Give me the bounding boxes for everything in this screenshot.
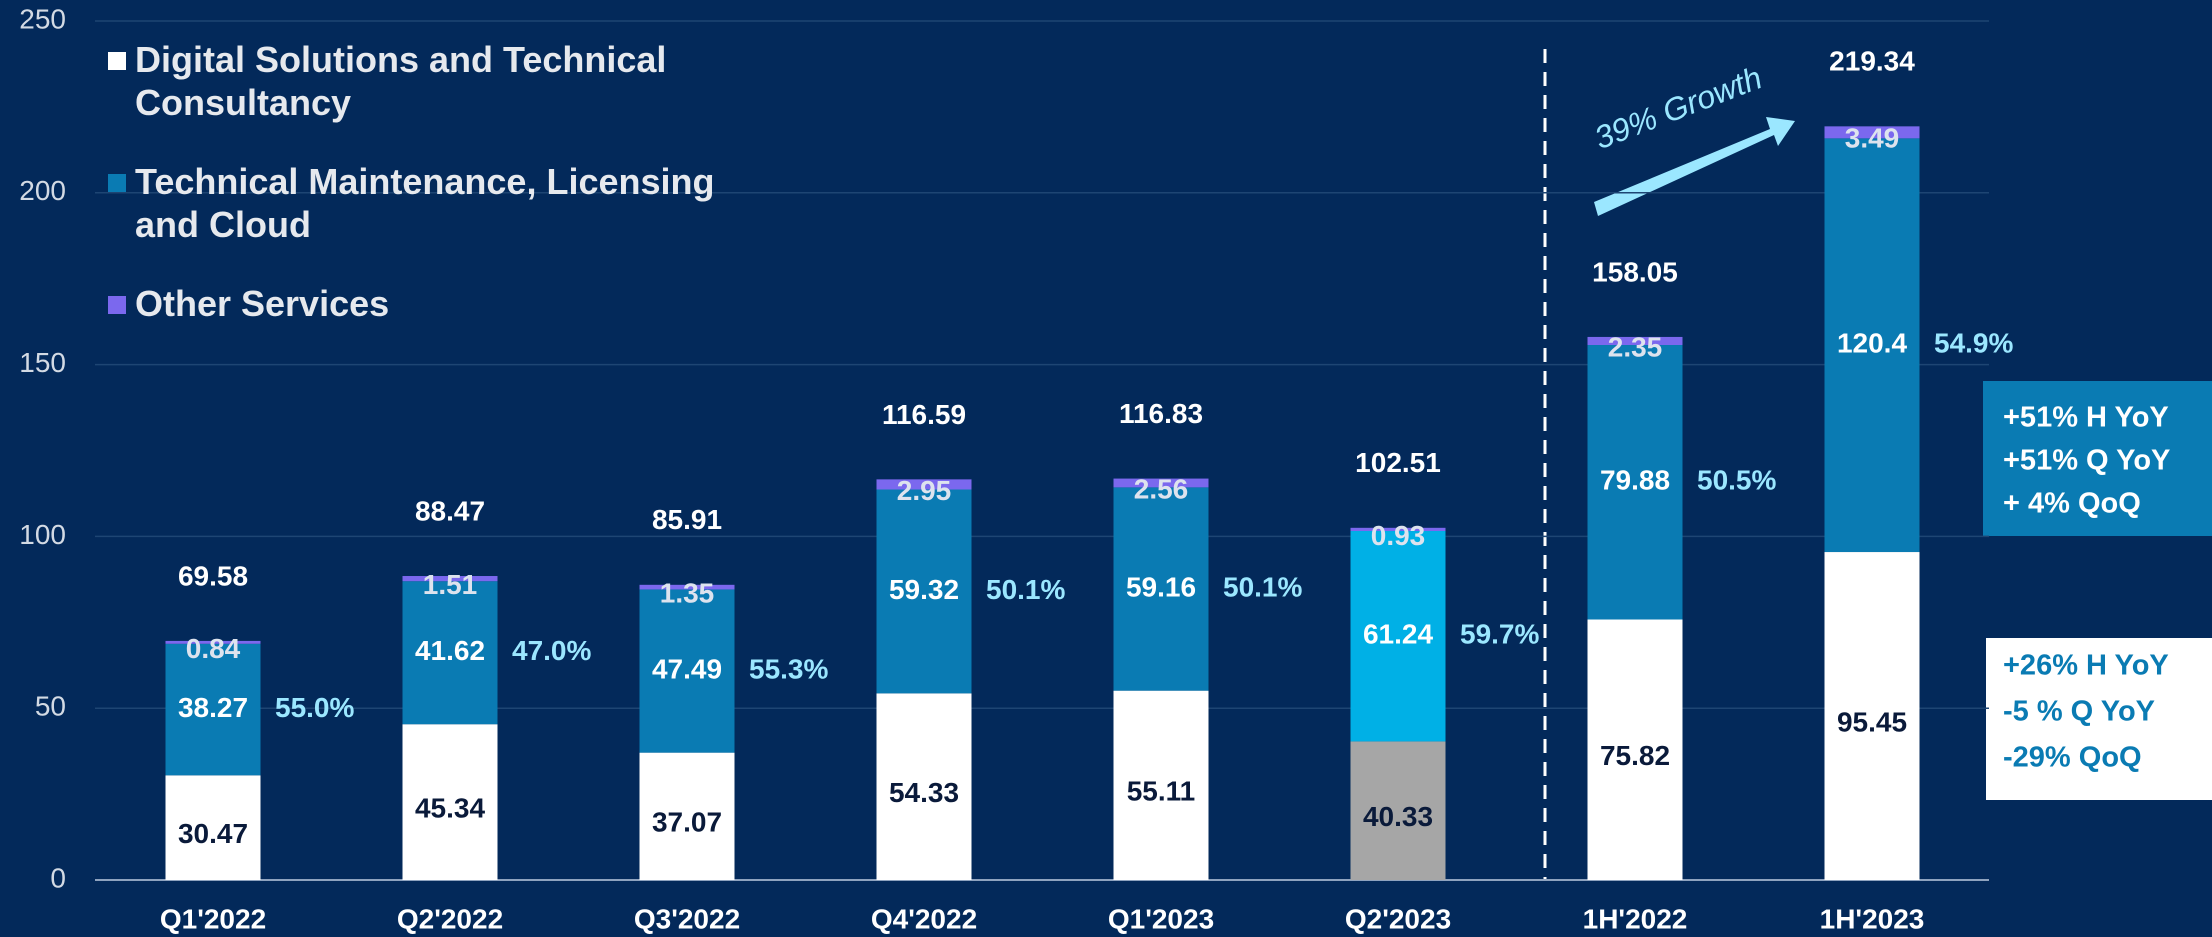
x-tick-label: Q1'2023 (1108, 903, 1214, 934)
bar-segment (1587, 336, 1683, 346)
segment-label: 41.62 (415, 635, 485, 666)
y-tick-label: 50 (35, 691, 66, 722)
percent-label: 50.1% (1223, 571, 1302, 602)
segment-label: 38.27 (178, 692, 248, 723)
bar-segment (639, 752, 735, 880)
box-line: -5 % Q YoY (2003, 696, 2155, 728)
total-label: 88.47 (415, 495, 485, 526)
box-line: +51% Q YoY (2003, 445, 2170, 477)
segment-label: 95.45 (1837, 706, 1907, 737)
segment-label: 30.47 (178, 818, 248, 849)
segment-label: 120.4 (1837, 328, 1907, 359)
bar-segment (402, 576, 498, 582)
legend-swatch (108, 52, 126, 70)
x-tick-label: Q2'2023 (1345, 903, 1451, 934)
legend-item: Other Services (108, 282, 750, 325)
segment-label: 75.82 (1600, 740, 1670, 771)
bar-segment (1113, 487, 1209, 691)
segment-label: 2.35 (1608, 331, 1663, 362)
percent-label: 50.5% (1697, 465, 1776, 496)
total-label: 116.59 (882, 399, 966, 430)
percent-label: 59.7% (1460, 619, 1539, 650)
segment-label: 0.84 (186, 633, 241, 664)
bar-segment (165, 640, 261, 644)
total-label: 158.05 (1592, 256, 1678, 287)
bar-segment (1587, 619, 1683, 880)
total-label: 102.51 (1355, 447, 1441, 478)
x-tick-label: 1H'2022 (1583, 903, 1688, 934)
percent-label: 54.9% (1934, 328, 2013, 359)
segment-label: 79.88 (1600, 465, 1670, 496)
segment-label: 59.16 (1126, 571, 1196, 602)
total-label: 85.91 (652, 504, 722, 535)
segment-label: 2.95 (897, 475, 952, 506)
percent-label: 47.0% (512, 635, 591, 666)
legend: Digital Solutions and Technical Consulta… (108, 38, 748, 361)
segment-label: 61.24 (1363, 619, 1433, 650)
legend-swatch (108, 296, 126, 314)
percent-label: 50.1% (986, 574, 1065, 605)
x-tick-label: Q2'2022 (397, 903, 503, 934)
legend-item: Digital Solutions and Technical Consulta… (108, 38, 750, 124)
bar-segment (1587, 345, 1683, 620)
x-tick-label: Q3'2022 (634, 903, 740, 934)
bar-segment (1824, 138, 1920, 553)
bar-segment (1113, 478, 1209, 488)
bar-segment (1824, 552, 1920, 880)
bar-segment (1113, 690, 1209, 880)
box-line: +26% H YoY (2003, 650, 2169, 682)
segment-label: 0.93 (1371, 520, 1426, 551)
segment-label: 3.49 (1845, 123, 1900, 154)
segment-label: 40.33 (1363, 801, 1433, 832)
y-tick-label: 150 (19, 347, 66, 378)
bar-segment (1350, 527, 1446, 532)
bar-segment (876, 479, 972, 490)
bar-segment (402, 724, 498, 880)
segment-label: 1.51 (423, 569, 478, 600)
bar-segment (402, 581, 498, 725)
segment-label: 47.49 (652, 653, 722, 684)
segment-label: 1.35 (660, 578, 715, 609)
legend-label: Technical Maintenance, Licensing and Clo… (135, 161, 715, 245)
y-tick-label: 100 (19, 519, 66, 550)
bar-segment (1350, 531, 1446, 742)
percent-label: 55.0% (275, 692, 354, 723)
segment-label: 2.56 (1134, 473, 1189, 504)
total-label: 116.83 (1119, 398, 1203, 429)
box-line: +51% H YoY (2003, 402, 2169, 434)
bar-segment (639, 584, 735, 590)
segment-label: 59.32 (889, 574, 959, 605)
legend-swatch (108, 174, 126, 192)
percent-label: 55.3% (749, 653, 828, 684)
bar-segment (165, 775, 261, 880)
growth-arrow (1594, 117, 1795, 216)
segment-label: 45.34 (415, 792, 485, 823)
legend-label: Digital Solutions and Technical Consulta… (135, 39, 667, 123)
total-label: 219.34 (1829, 46, 1915, 77)
segment-label: 55.11 (1127, 776, 1196, 807)
y-tick-label: 200 (19, 175, 66, 206)
segment-label: 37.07 (652, 807, 722, 838)
legend-item: Technical Maintenance, Licensing and Clo… (108, 160, 750, 246)
bar-segment (1824, 126, 1920, 139)
legend-label: Other Services (135, 283, 390, 324)
bar-segment (165, 643, 261, 776)
y-tick-label: 250 (19, 3, 66, 34)
x-tick-label: Q4'2022 (871, 903, 977, 934)
x-tick-label: 1H'2023 (1820, 903, 1925, 934)
box-line: + 4% QoQ (2003, 488, 2141, 520)
bar-segment (639, 589, 735, 753)
y-tick-label: 0 (50, 862, 66, 893)
total-label: 69.58 (178, 560, 248, 591)
x-tick-label: Q1'2022 (160, 903, 266, 934)
bar-segment (876, 489, 972, 694)
maintenance-box (1983, 381, 2212, 536)
box-line: -29% QoQ (2003, 742, 2142, 774)
segment-label: 54.33 (889, 777, 959, 808)
digital-box (1986, 638, 2212, 800)
bar-segment (1350, 741, 1446, 880)
bar-segment (876, 693, 972, 880)
